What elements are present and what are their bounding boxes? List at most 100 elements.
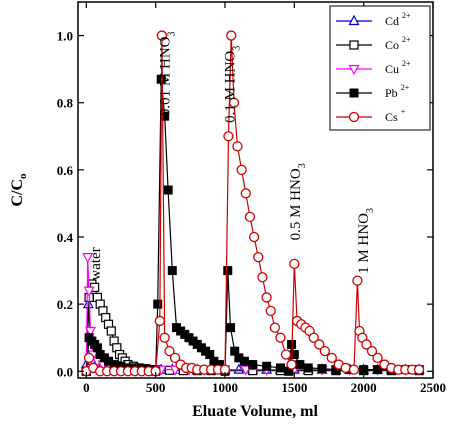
data-point-cs (348, 364, 360, 375)
x-tick-label: 2000 (351, 380, 377, 395)
x-tick-label: 0 (83, 380, 90, 395)
data-point-cs (269, 322, 281, 333)
data-point-pb (167, 266, 177, 276)
data-point-cu (83, 286, 95, 297)
legend-marker-cu (348, 64, 360, 76)
y-tick-label: 0.4 (57, 230, 74, 245)
data-point-cs (236, 164, 247, 176)
legend-label: Cu 2+ (385, 59, 411, 76)
x-tick-label: 500 (146, 380, 166, 395)
x-tick-label: 2500 (420, 380, 446, 395)
data-point-pb (373, 365, 383, 375)
legend-marker-cd (348, 14, 360, 26)
data-point-pb (317, 364, 327, 374)
data-point-cu (84, 326, 96, 338)
y-tick-label: 1.0 (57, 29, 73, 44)
data-point-pb (248, 360, 258, 370)
data-point-cs (240, 188, 251, 199)
data-point-cs (248, 231, 260, 243)
legend: Cd 2+ Co 2+ Cu 2+ Pb 2+ Cs + (329, 5, 431, 131)
legend-item-co: Co 2+ (336, 35, 411, 52)
x-tick-label: 1000 (212, 380, 238, 395)
data-point-cu (82, 253, 94, 264)
data-point-cs (286, 359, 297, 370)
series-cs (81, 30, 425, 377)
series-line-cd (85, 304, 420, 371)
data-point-cs (340, 362, 351, 374)
data-point-cs (352, 275, 363, 286)
data-point-cs (275, 332, 286, 343)
data-point-pb (153, 299, 163, 309)
legend-item-cs: Cs + (336, 107, 406, 124)
data-point-cs (228, 97, 240, 108)
legend-marker-cs (348, 111, 360, 123)
y-tick-label: 0.0 (57, 364, 73, 379)
legend-label: Cs + (385, 107, 406, 124)
y-tick-label: 0.2 (57, 297, 73, 312)
legend-label: Pb 2+ (385, 83, 410, 100)
data-point-cs (326, 352, 337, 364)
y-axis-title-main: C/C (9, 179, 26, 207)
data-point-cs (226, 30, 237, 41)
legend-item-cd: Cd 2+ (336, 11, 411, 28)
legend-label: Co 2+ (385, 35, 411, 52)
x-tick-label: 1500 (281, 380, 307, 395)
y-axis-title: C/Co (9, 173, 29, 207)
data-point-pb (275, 363, 285, 373)
legend-item-cu: Cu 2+ (336, 59, 411, 76)
data-point-cs (83, 352, 95, 364)
annotation-label: 0.5 M HNO3 (288, 163, 308, 240)
data-point-cs (154, 315, 165, 327)
legend-marker-co (349, 40, 359, 50)
data-point-cs (265, 305, 276, 317)
data-point-cs (244, 211, 256, 223)
axis-ticks: 0 500 1000 1500 2000 2500 0.0 0.2 0.4 0.6 0.8 1.0 (57, 2, 446, 395)
data-point-co (106, 326, 116, 336)
data-point-cu (240, 365, 252, 376)
plot-frame (77, 1, 434, 379)
data-point-cs (413, 364, 425, 375)
data-point-cs (223, 131, 234, 142)
annotation-label: 0.01 M HNO3 (158, 32, 178, 117)
y-axis-title-sub: o (17, 173, 29, 179)
annotation-label: 0.1 M HNO3 (223, 46, 243, 123)
data-point-cs (308, 332, 319, 343)
data-point-cs (366, 345, 378, 357)
data-point-pb (160, 111, 170, 121)
data-point-pb (295, 360, 305, 370)
annotation-label: 1 M HNO3 (356, 208, 376, 274)
annotation-label: water (88, 247, 104, 280)
data-point-pb (262, 361, 272, 371)
data-point-cs (261, 292, 272, 303)
legend-box (329, 5, 431, 131)
data-point-cs (159, 332, 170, 343)
data-point-pb (239, 356, 249, 366)
data-point-cs (164, 345, 175, 357)
legend-marker-pb (349, 88, 359, 98)
data-point-cs (361, 339, 372, 350)
annotations: water 0.01 M HNO3 0.1 M HNO3 0.5 M HNO3 1 M … (88, 32, 376, 281)
legend-label: Cd 2+ (385, 11, 411, 28)
data-point-cs (169, 352, 181, 364)
series-cu (80, 253, 425, 378)
data-point-cs (372, 352, 383, 364)
y-tick-label: 0.8 (57, 96, 74, 111)
plot-series (80, 30, 425, 378)
data-point-pb (223, 266, 233, 276)
series-line-co (85, 282, 420, 372)
x-axis-title: Eluate Volume, ml (192, 403, 318, 420)
data-point-cs (253, 251, 264, 263)
data-point-pb (226, 323, 236, 333)
data-point-cs (156, 30, 168, 41)
data-point-pb (303, 363, 313, 373)
data-point-pb (163, 185, 173, 195)
data-point-cs (314, 339, 325, 350)
data-point-cs (289, 258, 300, 270)
data-point-cs (232, 141, 243, 152)
data-point-cs (319, 345, 330, 357)
svg-text:C/Co: C/Co (9, 173, 29, 207)
legend-item-pb: Pb 2+ (336, 83, 410, 100)
y-tick-label: 0.6 (57, 163, 74, 178)
data-point-cs (280, 349, 292, 360)
